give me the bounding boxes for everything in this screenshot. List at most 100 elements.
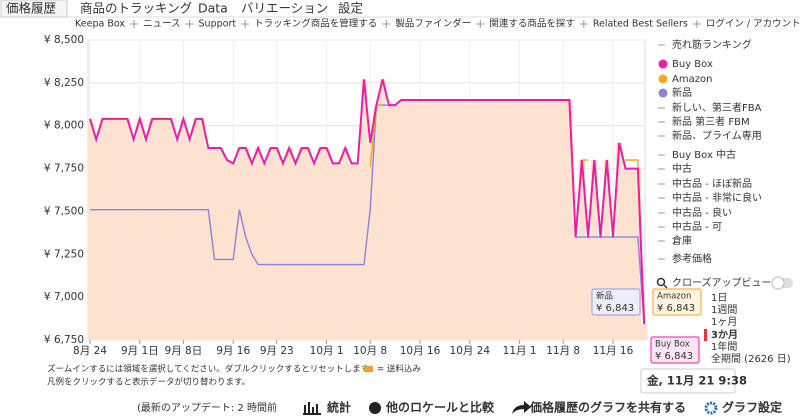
range-option[interactable]: 1ヶ月 xyxy=(711,316,737,328)
footer-item: (最新のアップデート: 2 時間前 xyxy=(137,401,277,414)
footer-item[interactable]: グラフ設定 xyxy=(722,400,782,415)
area-segment xyxy=(167,118,175,340)
area xyxy=(88,79,648,341)
area-segment xyxy=(535,100,542,340)
area-segment xyxy=(130,139,137,340)
legend-item[interactable]: 中古品 - ほぼ新品 xyxy=(672,177,752,190)
area-segment xyxy=(435,100,443,340)
legend-item[interactable]: Amazon xyxy=(672,74,712,85)
area-segment xyxy=(279,163,287,340)
area-segment xyxy=(335,163,343,340)
area-segment xyxy=(217,148,225,340)
range-option[interactable]: 1日 xyxy=(711,293,727,304)
area-segment xyxy=(603,160,611,340)
area-segment xyxy=(223,160,231,340)
y-tick-label: ¥ 8,250 xyxy=(44,77,84,89)
area-segment xyxy=(591,160,598,340)
nav-link[interactable]: 製品ファインダー xyxy=(395,18,471,30)
footer-item[interactable]: 価格履歴のグラフを共有する xyxy=(529,400,686,415)
area-segment xyxy=(429,100,436,340)
footer-item[interactable]: 他のロケールと比較 xyxy=(385,400,495,415)
tab[interactable]: 商品のトラッキング xyxy=(80,1,192,16)
area-segment xyxy=(105,118,113,340)
x-tick-label: 9月 16 xyxy=(216,345,250,357)
legend-item[interactable]: 倉庫 xyxy=(672,234,692,247)
area-segment xyxy=(311,163,318,340)
stats-icon xyxy=(303,402,321,415)
nav-link[interactable]: Keepa Box xyxy=(75,19,125,30)
range-option[interactable]: 3か月 xyxy=(711,329,738,341)
area-segment xyxy=(398,100,405,340)
legend-item[interactable]: 中古 xyxy=(672,162,692,175)
nav-separator xyxy=(185,20,194,28)
legend-item[interactable]: 中古品 - 非常に良い xyxy=(672,191,762,204)
area-segment xyxy=(367,142,374,340)
y-tick-label: ¥ 8,500 xyxy=(44,34,84,46)
area-segment xyxy=(572,237,580,340)
area-segment xyxy=(323,148,331,340)
area-segment xyxy=(448,100,455,340)
tab[interactable]: Data xyxy=(198,1,228,16)
active-tab-bg xyxy=(0,0,68,18)
area-segment xyxy=(261,163,268,340)
area-segment xyxy=(578,160,586,340)
area-segment xyxy=(354,163,362,340)
area-segment xyxy=(454,100,461,340)
area-segment xyxy=(174,139,181,340)
area-segment xyxy=(348,163,355,340)
nav-link[interactable]: Support xyxy=(199,19,237,30)
tab[interactable]: 設定 xyxy=(338,1,363,16)
area-segment xyxy=(180,118,187,340)
area-segment xyxy=(242,148,250,340)
x-tick-label: 9月 1日 xyxy=(121,345,159,357)
area-segment xyxy=(292,163,299,340)
legend-item[interactable]: Buy Box xyxy=(672,59,713,70)
area-segment xyxy=(93,139,100,340)
legend-item[interactable]: 中古品 - 良い xyxy=(672,206,732,219)
nav-link[interactable]: ニュース xyxy=(143,19,181,30)
area-segment xyxy=(149,118,156,340)
legend-title[interactable]: 売れ筋ランキング xyxy=(672,38,752,51)
magnifier-icon xyxy=(656,277,666,287)
tooltip-date: 金, 11月 21 9:38 xyxy=(646,374,747,388)
area-segment xyxy=(466,100,474,340)
range-option[interactable]: 全期間 (2626 日) xyxy=(711,352,791,365)
range-option[interactable]: 1週間 xyxy=(711,304,737,316)
nav-link[interactable]: トラッキング商品を管理する xyxy=(254,18,377,30)
nav-link[interactable]: Related Best Sellers xyxy=(593,19,688,30)
x-tick-label: 9月 23 xyxy=(260,345,294,357)
area-segment xyxy=(211,148,218,340)
area-segment xyxy=(136,118,144,340)
area-segment xyxy=(118,118,125,340)
area-segment xyxy=(205,148,212,340)
area-segment xyxy=(286,148,293,340)
closeup-label: クローズアップビュー xyxy=(672,276,772,289)
area-segment xyxy=(186,139,194,340)
legend-item[interactable]: 中古品 - 可 xyxy=(672,220,722,233)
legend-item[interactable]: 新しい、第三者FBA xyxy=(672,101,762,114)
legend-item[interactable]: 新品 第三者 FBM xyxy=(672,115,750,128)
area-segment xyxy=(510,100,517,340)
x-tick-label: 11月 16 xyxy=(593,345,634,357)
footer-item[interactable]: 統計 xyxy=(327,400,351,415)
area-segment xyxy=(504,100,511,340)
legend-item[interactable]: 新品、プライム専用 xyxy=(672,129,762,142)
area-segment xyxy=(254,148,262,340)
x-tick-label: 11月 1 xyxy=(503,345,537,357)
area-segment xyxy=(423,100,430,340)
area-segment xyxy=(124,118,131,340)
tab[interactable]: 価格履歴 xyxy=(6,1,56,16)
legend-item[interactable]: Buy Box 中古 xyxy=(672,148,736,161)
legend-marker xyxy=(658,59,668,69)
legend-item[interactable]: 参考価格 xyxy=(672,252,712,265)
legend-item[interactable]: 新品 xyxy=(672,86,692,99)
tab[interactable]: バリエーション xyxy=(241,1,328,16)
hint: = 送料込み xyxy=(377,364,421,375)
range-option[interactable]: 1年間 xyxy=(711,340,737,353)
nav-link[interactable]: ログイン / アカウントの登録 xyxy=(706,18,800,30)
legend-marker xyxy=(658,74,668,84)
date-box xyxy=(640,368,736,394)
nav-separator xyxy=(129,20,138,28)
nav-link[interactable]: 関連する商品を探す xyxy=(489,18,575,30)
area-segment xyxy=(485,100,492,340)
